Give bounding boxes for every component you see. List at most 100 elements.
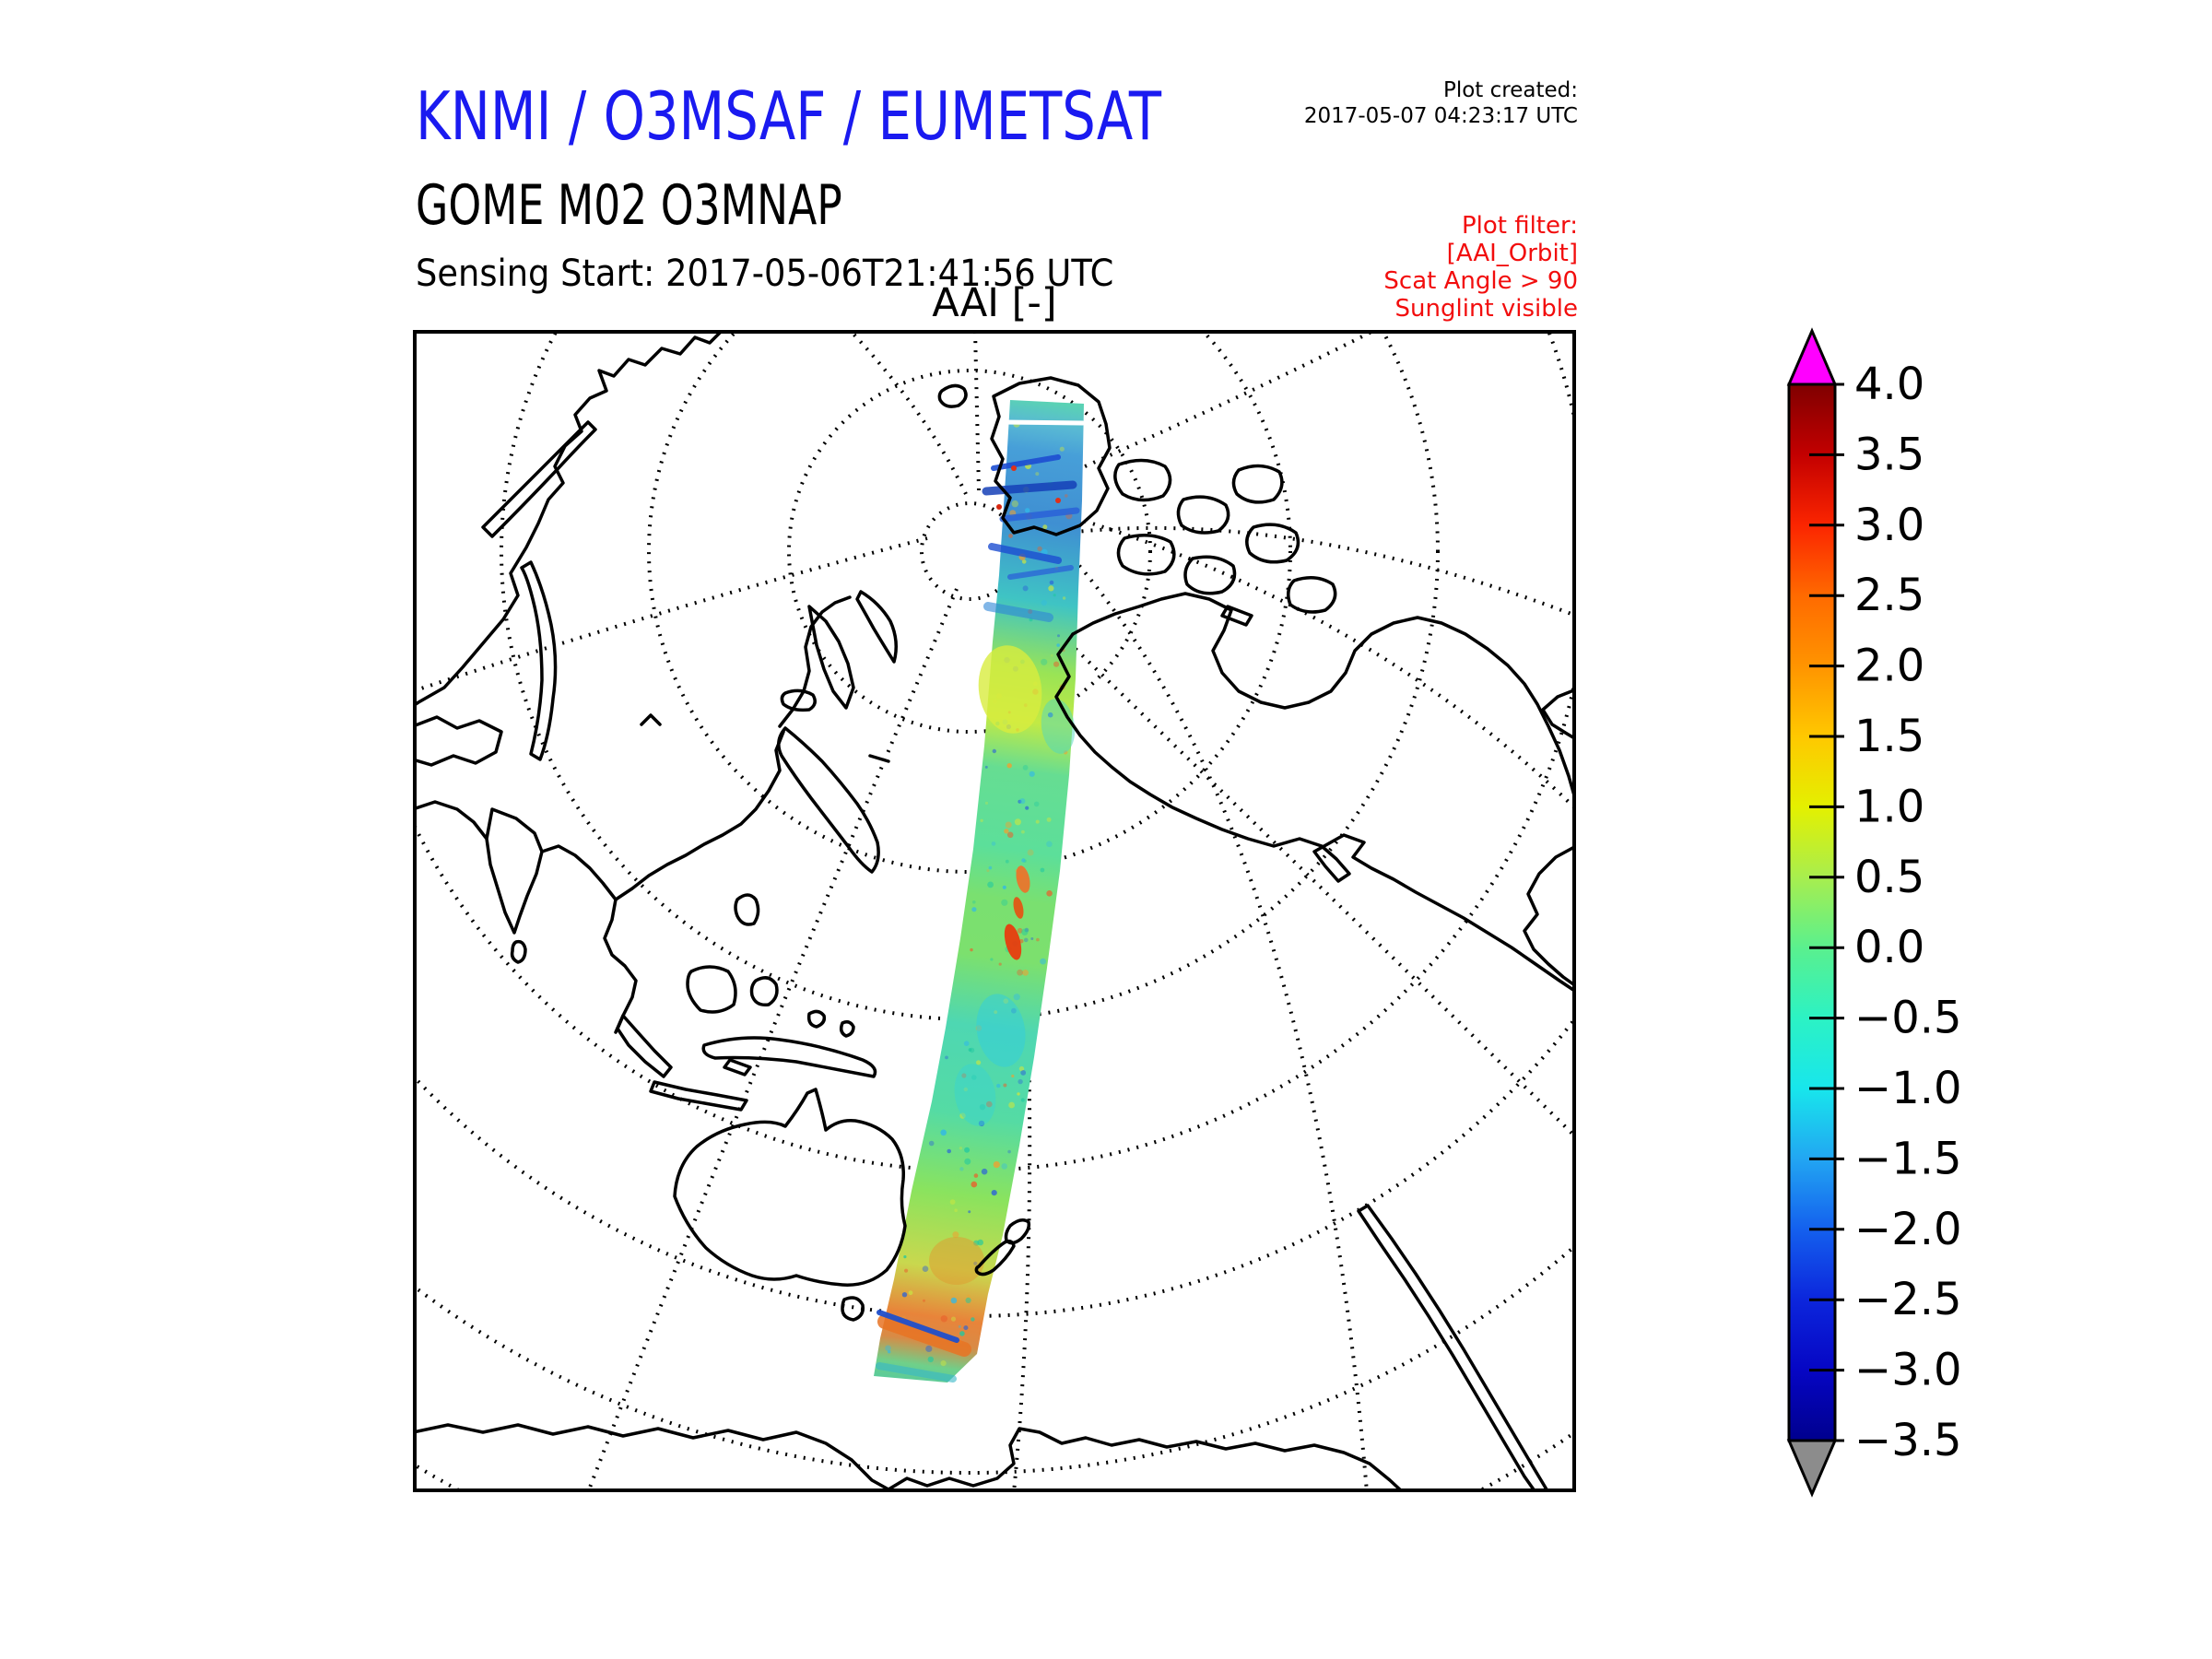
swath-speckle — [986, 869, 990, 873]
swath-speckle — [1022, 585, 1029, 592]
colorbar-tick-label: −1.0 — [1854, 1063, 1962, 1114]
swath-speckle — [959, 1167, 964, 1171]
swath-speckle — [901, 1292, 908, 1298]
swath-speckle — [1002, 885, 1006, 889]
swath-speckle — [950, 1316, 957, 1322]
swath-speckle — [1006, 763, 1012, 769]
plot-filter-line: Plot filter: — [1461, 212, 1578, 240]
swath-speckle — [1025, 508, 1030, 513]
swath-speckle — [958, 1324, 961, 1328]
coastline — [413, 715, 503, 767]
swath-speckle — [970, 947, 973, 952]
colorbar-tick-label: −1.5 — [1854, 1133, 1962, 1184]
swath-speckle — [993, 1161, 1000, 1169]
coastline — [614, 730, 785, 901]
colorbar: 4.0 3.5 3.0 2.5 2.0 1.5 1.0 0.5 0.0 −0.5 −1.0 −1.5 −… — [1786, 327, 1962, 1498]
swath-speckle — [1046, 817, 1052, 822]
colorbar-tick-label: 1.5 — [1854, 711, 1924, 762]
coastline — [413, 1423, 1405, 1492]
swath-feature — [982, 480, 1077, 496]
colorbar-gradient — [1787, 382, 1837, 1442]
swath-speckle — [980, 818, 983, 822]
swath-speckle — [990, 958, 994, 961]
plot-filter-line: Scat Angle > 90 — [1383, 267, 1578, 295]
colorbar-tick-label: −2.5 — [1854, 1274, 1962, 1325]
swath-speckle — [1005, 821, 1012, 829]
coastline — [723, 1058, 752, 1077]
graticule-meridian — [1034, 516, 1369, 1492]
colorbar-under-arrow — [1786, 1439, 1838, 1498]
swath-speckle — [959, 1331, 965, 1336]
coastline — [778, 595, 852, 728]
coastline — [649, 1080, 748, 1112]
swath-speckle — [949, 1199, 956, 1205]
plot-created-timestamp: 2017-05-07 04:23:17 UTC — [1303, 104, 1578, 128]
coastline — [1183, 555, 1237, 595]
swath-speckle — [923, 1299, 925, 1302]
graticule-meridian — [586, 588, 959, 1492]
swath-speckle — [996, 1083, 1001, 1088]
coastline — [974, 1239, 1016, 1277]
colorbar-tick-label: 1.0 — [1854, 781, 1924, 832]
map-content — [413, 330, 1576, 1492]
swath-speckle — [947, 1148, 951, 1154]
swath-speckle — [1037, 546, 1042, 552]
swath-speckle — [1042, 524, 1048, 530]
coastline — [540, 844, 638, 1034]
coastline — [1116, 534, 1176, 576]
coastline — [510, 939, 527, 964]
swath-speckle — [925, 1345, 933, 1352]
swath-speckle — [961, 1073, 967, 1078]
colorbar-tick-label: 4.0 — [1854, 359, 1924, 410]
swath-speckle — [963, 1087, 968, 1092]
coastline — [780, 688, 817, 712]
swath-speckle — [1035, 819, 1040, 824]
graticule-parallel — [647, 330, 1292, 874]
coastline — [868, 754, 890, 763]
swath-speckle — [968, 1048, 972, 1052]
swath-speckle — [1033, 801, 1040, 807]
swath-speckle — [971, 1181, 978, 1188]
swath-speckle — [1013, 994, 1020, 1001]
swath-speckle — [1030, 937, 1034, 940]
swath-speckle — [1065, 494, 1068, 498]
swath-speckle — [1056, 643, 1060, 647]
coastline — [701, 1036, 877, 1078]
colorbar-tick-label: 2.5 — [1854, 570, 1924, 621]
swath-speckle — [1040, 958, 1046, 965]
swath-feature — [996, 504, 1002, 510]
swath-feature — [983, 602, 1053, 622]
swath-speckle — [1059, 446, 1065, 452]
map-frame — [413, 330, 1576, 1492]
swath-speckle — [1029, 771, 1035, 777]
swath-speckle — [1057, 634, 1060, 638]
swath-speckle — [1006, 831, 1014, 839]
graticule-meridian — [1048, 509, 1576, 811]
swath-speckle — [1005, 859, 1009, 864]
swath-speckle — [963, 1325, 969, 1331]
swath-speckle — [981, 1168, 988, 1175]
swath-speckle — [940, 1315, 947, 1323]
swath-speckle — [1021, 928, 1029, 935]
swath-speckle — [978, 1120, 985, 1127]
swath-speckle — [1040, 867, 1045, 873]
coastline — [673, 1088, 907, 1287]
swath-speckle — [952, 1231, 959, 1239]
swath-feature — [1000, 419, 1086, 426]
swath-speckle — [1062, 596, 1066, 600]
swath-speckle — [885, 1345, 891, 1351]
coastline — [806, 1009, 827, 1029]
colorbar-tick-label: −2.0 — [1854, 1204, 1962, 1255]
swath-feature — [988, 543, 1062, 564]
swath-feature — [929, 1237, 984, 1285]
swath-speckle — [1008, 534, 1013, 538]
swath-speckle — [1025, 806, 1030, 810]
swath-speckle — [979, 1104, 986, 1111]
swath-feature — [1011, 465, 1017, 471]
swath-speckle — [1019, 798, 1026, 805]
graticule-meridian — [973, 330, 981, 491]
swath-feature — [877, 1314, 971, 1357]
colorbar-tick-label: −3.0 — [1854, 1345, 1962, 1396]
plot-filter-line: Sunglint visible — [1394, 295, 1578, 323]
swath-feature — [954, 1064, 996, 1126]
